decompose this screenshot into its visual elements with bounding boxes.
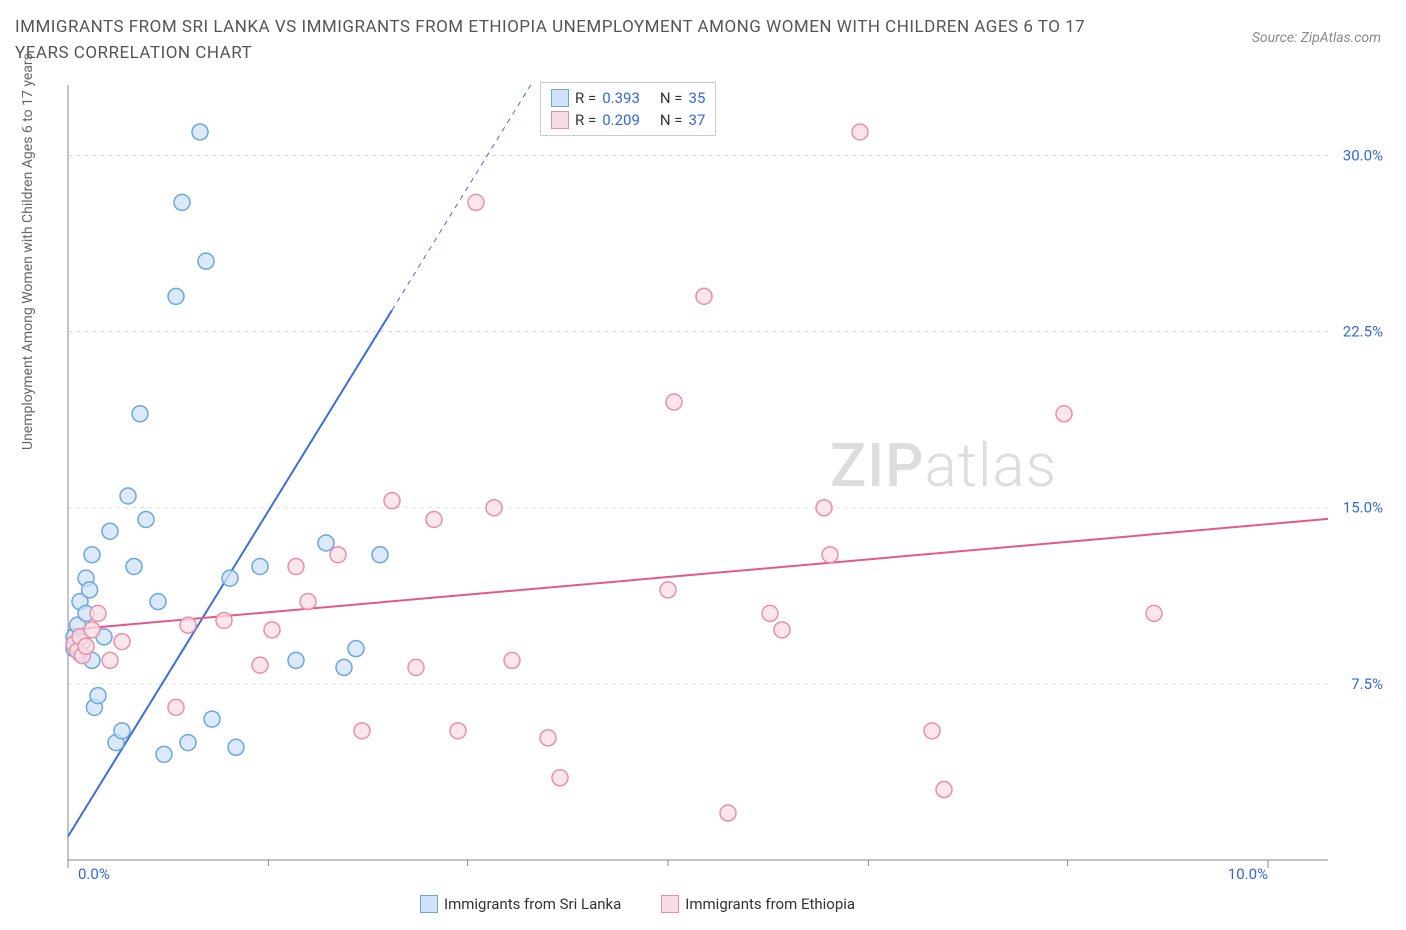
- legend-row-sri-lanka: R = 0.393 N = 35: [551, 87, 705, 109]
- correlation-legend: R = 0.393 N = 35 R = 0.209 N = 37: [540, 82, 716, 136]
- y-axis-label: Unemployment Among Women with Children A…: [20, 53, 36, 450]
- chart-container: IMMIGRANTS FROM SRI LANKA VS IMMIGRANTS …: [0, 0, 1406, 930]
- legend-r-label: R =: [575, 111, 596, 129]
- legend-n-label: N =: [660, 89, 683, 107]
- svg-text:22.5%: 22.5%: [1343, 323, 1383, 341]
- legend-n-value: 35: [689, 89, 706, 107]
- series-name: Immigrants from Sri Lanka: [444, 895, 621, 913]
- source-attribution: Source: ZipAtlas.com: [1252, 30, 1381, 46]
- legend-r-label: R =: [575, 89, 596, 107]
- series-name: Immigrants from Ethiopia: [685, 895, 855, 913]
- swatch-icon: [551, 89, 569, 107]
- svg-text:7.5%: 7.5%: [1351, 675, 1383, 693]
- legend-r-value: 0.209: [602, 111, 640, 129]
- chart-title: IMMIGRANTS FROM SRI LANKA VS IMMIGRANTS …: [15, 15, 1115, 66]
- scatter-chart: 7.5% 15.0% 22.5% 30.0% 0.0% 10.0%: [58, 80, 1388, 880]
- swatch-icon: [661, 895, 679, 913]
- svg-text:0.0%: 0.0%: [78, 865, 110, 880]
- swatch-icon: [420, 895, 438, 913]
- legend-row-ethiopia: R = 0.209 N = 37: [551, 109, 705, 131]
- legend-item-sri-lanka: Immigrants from Sri Lanka: [420, 895, 621, 913]
- legend-n-value: 37: [689, 111, 706, 129]
- svg-text:10.0%: 10.0%: [1228, 865, 1268, 880]
- swatch-icon: [551, 111, 569, 129]
- legend-item-ethiopia: Immigrants from Ethiopia: [661, 895, 855, 913]
- series-legend: Immigrants from Sri Lanka Immigrants fro…: [420, 895, 855, 913]
- svg-text:15.0%: 15.0%: [1343, 499, 1383, 517]
- svg-text:30.0%: 30.0%: [1343, 146, 1383, 164]
- legend-n-label: N =: [660, 111, 683, 129]
- legend-r-value: 0.393: [602, 89, 640, 107]
